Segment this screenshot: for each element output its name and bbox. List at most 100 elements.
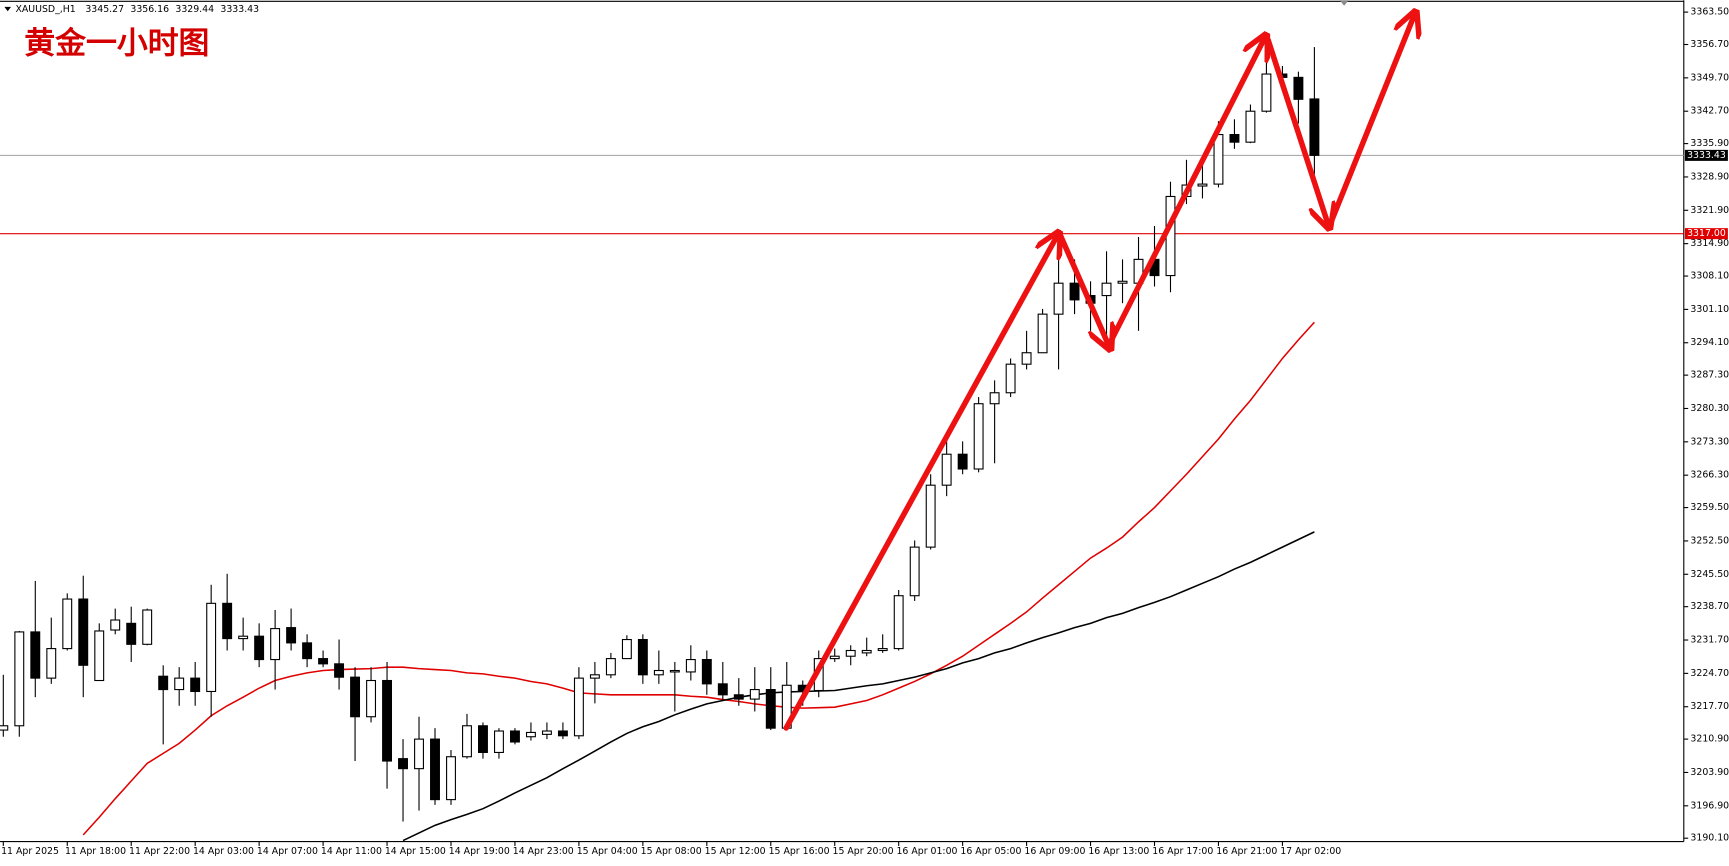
candle [254, 623, 265, 668]
candle-body [861, 649, 872, 654]
candle-body [318, 658, 329, 665]
price-level-label: 3333.43 [1687, 150, 1726, 161]
candle [126, 606, 137, 662]
x-tick-label: 17 Apr 02:00 [1280, 846, 1341, 857]
x-tick-label: 15 Apr 04:00 [577, 846, 638, 857]
candle [30, 580, 41, 698]
candle [350, 667, 361, 762]
x-tick-label: 14 Apr 15:00 [385, 846, 446, 857]
candle [829, 648, 840, 662]
candle [909, 540, 920, 601]
arrow [1105, 40, 1263, 350]
candle-body [1101, 282, 1112, 297]
candle [238, 617, 249, 651]
arrow [783, 237, 1056, 731]
candle-body [765, 689, 776, 729]
candle-body [254, 635, 265, 661]
candle [653, 650, 664, 684]
candle-body [126, 622, 137, 645]
candle-body [845, 649, 856, 657]
candle-body [366, 679, 377, 718]
candle-body [1309, 98, 1320, 156]
y-tick-label: 3224.70 [1690, 668, 1729, 679]
y-tick-label: 3342.70 [1690, 106, 1729, 117]
x-tick-label: 14 Apr 23:00 [513, 846, 574, 857]
candle [925, 474, 936, 550]
candle-body [350, 676, 361, 718]
price-level-box [1684, 228, 1728, 240]
x-tick-label: 14 Apr 03:00 [193, 846, 254, 857]
y-tick-label: 3266.30 [1690, 470, 1729, 481]
candle-body [270, 628, 281, 661]
candle [1021, 330, 1032, 370]
candle-body [462, 725, 472, 758]
menu-triangle [4, 6, 12, 12]
candle [94, 623, 105, 682]
candle-body [222, 602, 233, 640]
candle-body [541, 730, 552, 735]
y-tick-label: 3349.70 [1690, 72, 1729, 83]
price-level-box [1684, 149, 1728, 161]
candle [845, 645, 856, 666]
y-tick-label: 3273.30 [1690, 436, 1729, 447]
candle [701, 650, 712, 695]
x-tick-label: 14 Apr 11:00 [321, 846, 382, 857]
candle-body [110, 619, 121, 631]
candle-body [925, 484, 936, 548]
header-open: 3345.27 [85, 4, 124, 15]
candle [1165, 181, 1176, 293]
candle [382, 661, 393, 789]
candle [110, 608, 121, 635]
candle-body [941, 453, 952, 486]
x-tick-label: 16 Apr 01:00 [896, 846, 957, 857]
y-tick-label: 3245.50 [1690, 569, 1729, 580]
x-tick-label: 11 Apr 18:00 [65, 846, 126, 857]
y-tick-label: 3280.30 [1690, 403, 1729, 414]
x-tick-label: 16 Apr 13:00 [1088, 846, 1149, 857]
x-tick-label: 16 Apr 17:00 [1152, 846, 1213, 857]
candle-body [1245, 110, 1256, 143]
candle [749, 667, 760, 712]
candle-body [605, 658, 616, 676]
candle [1309, 47, 1320, 175]
y-tick-label: 3190.10 [1690, 833, 1729, 844]
candle [509, 728, 520, 745]
candle-body [286, 627, 297, 644]
y-tick-label: 3356.70 [1690, 39, 1729, 50]
y-tick-label: 3321.90 [1690, 205, 1729, 216]
candle-body [669, 669, 680, 673]
candle-body [334, 663, 345, 678]
candle [1053, 253, 1064, 370]
arrow [1327, 17, 1414, 228]
moving-average-line [402, 531, 1315, 842]
candle-body [190, 677, 201, 693]
candle-body [525, 731, 536, 738]
candle [270, 610, 281, 690]
candle-body [446, 756, 456, 801]
candle-body [46, 648, 57, 679]
x-tick-label: 11 Apr 2025 [1, 846, 59, 857]
candle [573, 667, 584, 740]
candle [14, 630, 25, 737]
candle [1005, 358, 1016, 398]
candle-body [1005, 363, 1016, 394]
x-tick-label: 15 Apr 20:00 [833, 846, 894, 857]
candle-body [1213, 133, 1224, 185]
candle [366, 667, 377, 723]
candle [621, 635, 632, 660]
candle [669, 661, 680, 712]
candle-body [494, 730, 504, 754]
levels [0, 154, 1684, 235]
candle-body [62, 598, 73, 650]
candle-body [621, 638, 632, 660]
symbol: XAUUSD_,H1 [15, 4, 75, 15]
candle [286, 608, 297, 651]
x-tick-label: 14 Apr 07:00 [257, 846, 318, 857]
header-close: 3333.43 [220, 4, 259, 15]
candle [0, 674, 9, 737]
y-tick-label: 3363.50 [1690, 7, 1729, 18]
candle-body [206, 602, 217, 693]
candle-body [573, 677, 584, 737]
